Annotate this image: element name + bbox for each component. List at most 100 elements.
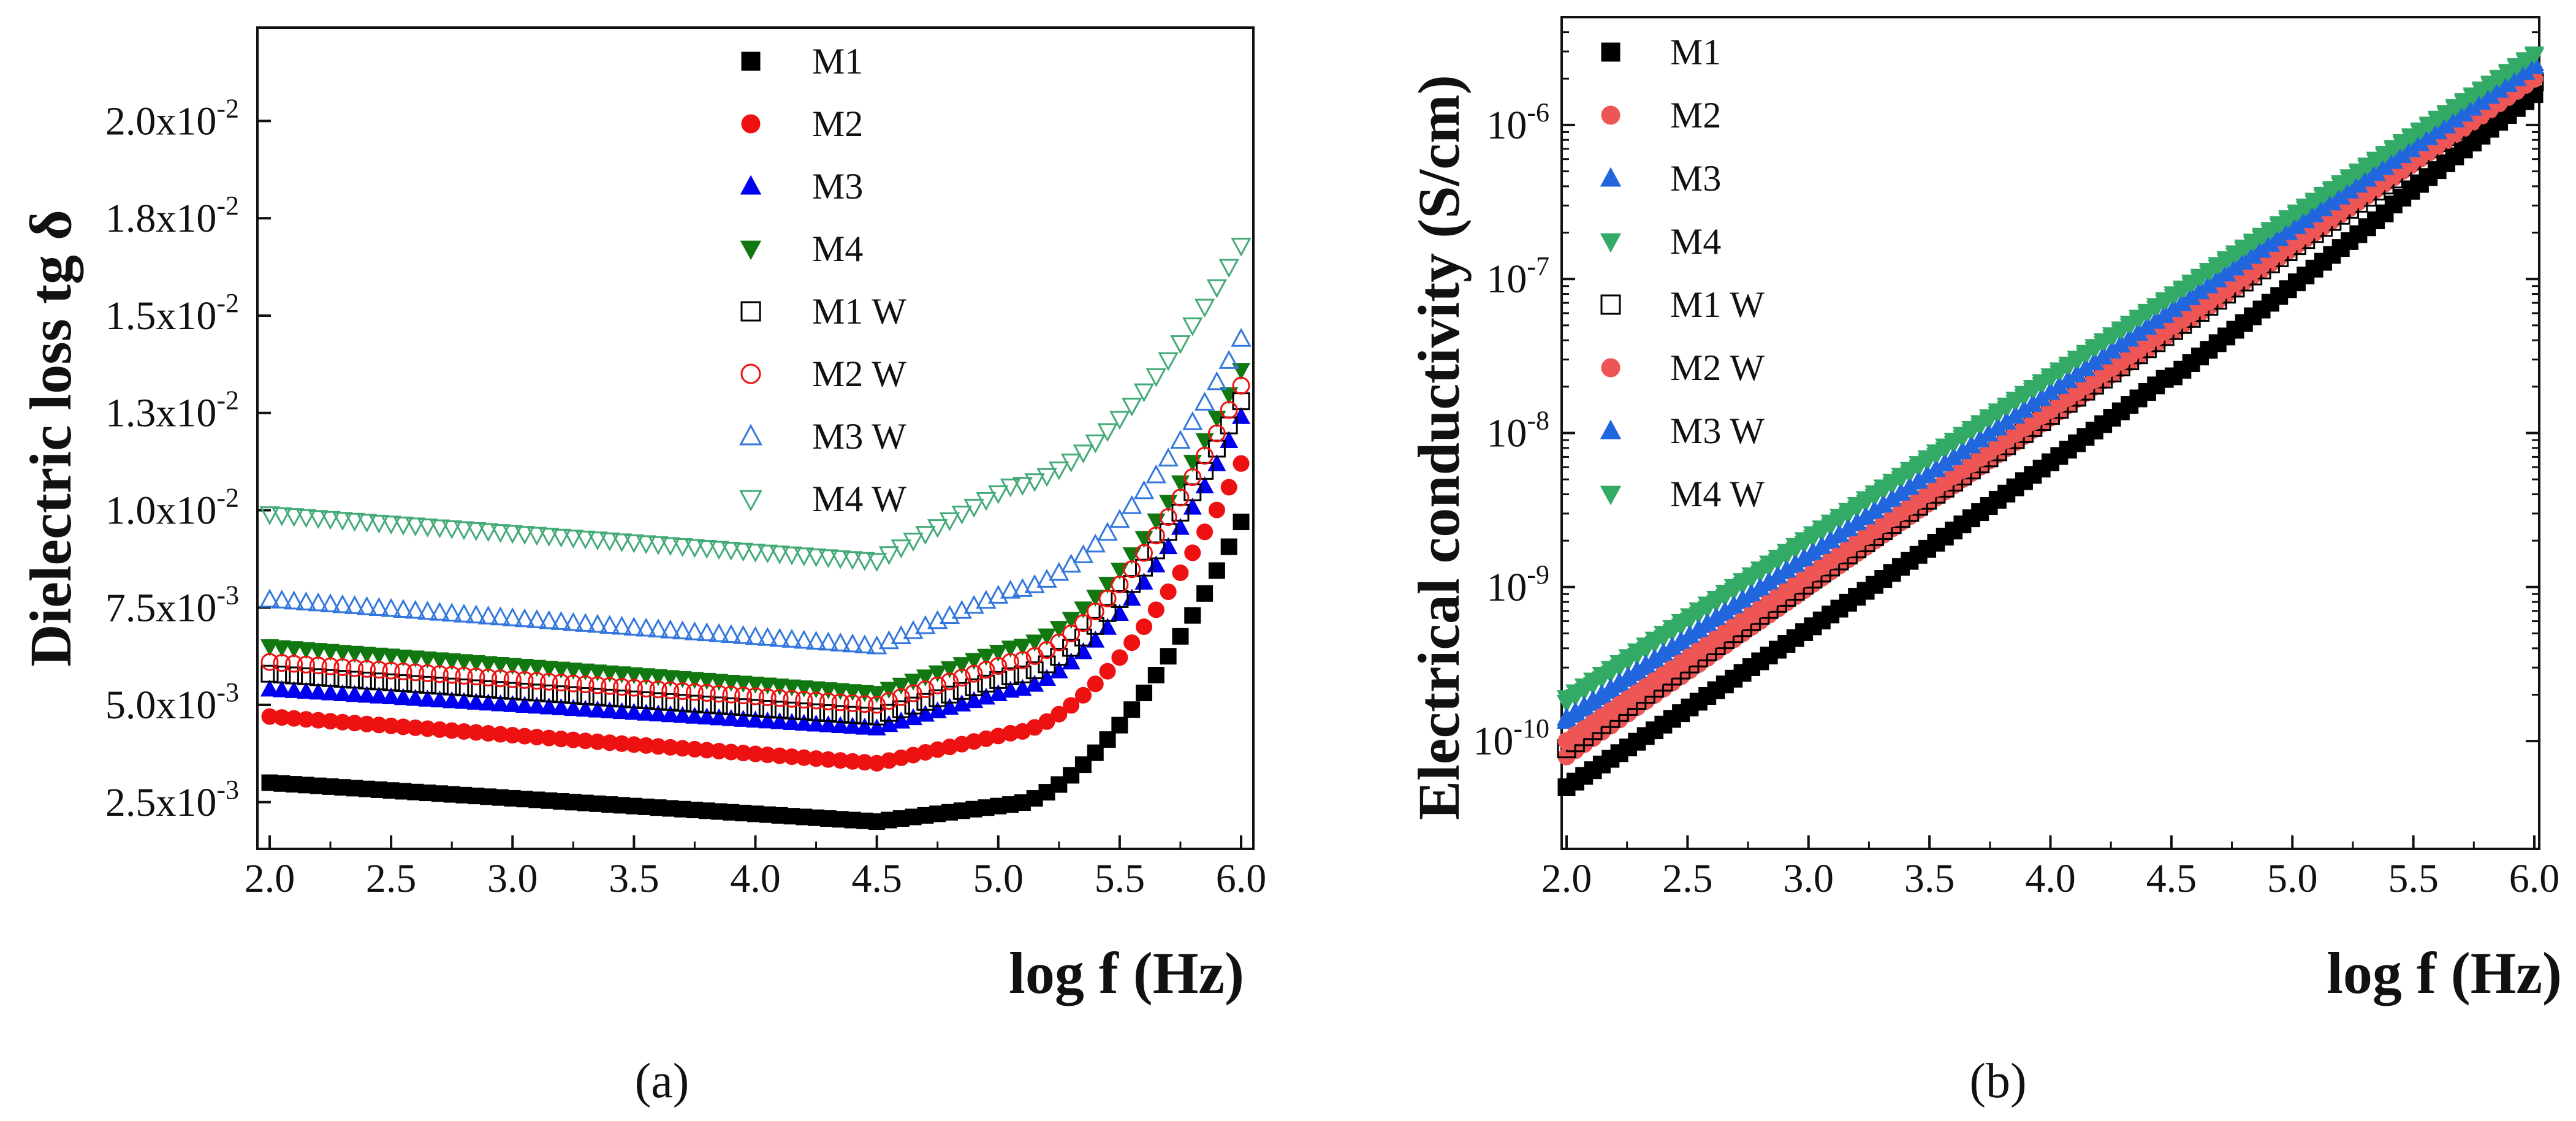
data-point bbox=[661, 670, 680, 688]
data-point bbox=[503, 695, 522, 712]
data-series-b bbox=[1556, 46, 2545, 796]
x-tick-label-b: 3.5 bbox=[1904, 856, 1955, 901]
data-point bbox=[734, 675, 753, 693]
data-point bbox=[344, 595, 365, 614]
legend-label: M4 W bbox=[1670, 474, 1765, 514]
data-point bbox=[867, 686, 886, 703]
legend-label: M1 bbox=[1670, 32, 1721, 72]
data-point bbox=[613, 678, 631, 696]
data-point bbox=[976, 590, 997, 609]
legend-label: M4 bbox=[1670, 221, 1721, 262]
data-point bbox=[1123, 701, 1141, 718]
data-point bbox=[1208, 501, 1225, 519]
legend-label: M1 W bbox=[1670, 284, 1765, 325]
series-m3-w bbox=[1556, 56, 2545, 726]
panel-label-a: (a) bbox=[635, 1054, 690, 1108]
data-point bbox=[576, 699, 595, 717]
data-point bbox=[769, 628, 790, 647]
y-tick-label-b: 10-9 bbox=[1486, 560, 1549, 610]
data-point bbox=[333, 684, 352, 701]
data-point bbox=[734, 698, 753, 716]
data-point bbox=[1111, 576, 1129, 594]
data-point bbox=[1196, 523, 1214, 541]
data-point bbox=[309, 668, 327, 686]
legend-label: M4 W bbox=[812, 479, 906, 519]
data-point bbox=[625, 678, 643, 697]
data-point bbox=[321, 644, 340, 661]
data-point bbox=[1159, 523, 1177, 541]
data-point bbox=[1024, 473, 1045, 493]
data-point bbox=[661, 681, 680, 699]
data-point bbox=[637, 704, 656, 721]
y-tick-label-a: 1.0x10-2 bbox=[105, 482, 239, 533]
legend-label: M2 bbox=[812, 104, 863, 144]
data-point bbox=[308, 510, 329, 530]
data-point bbox=[477, 605, 499, 625]
data-point bbox=[819, 682, 838, 699]
legend-label: M1 bbox=[812, 41, 863, 82]
data-point bbox=[648, 618, 669, 638]
data-point bbox=[1160, 583, 1177, 601]
data-point bbox=[563, 530, 584, 549]
data-point bbox=[576, 687, 595, 705]
data-point bbox=[418, 651, 437, 669]
data-point bbox=[346, 659, 364, 677]
data-point bbox=[454, 521, 474, 541]
data-point bbox=[660, 619, 681, 639]
data-point bbox=[746, 710, 765, 728]
legend-marker bbox=[740, 175, 762, 195]
y-tick-label-b: 10-8 bbox=[1486, 406, 1549, 456]
data-point bbox=[732, 625, 754, 644]
data-point bbox=[406, 675, 425, 693]
data-point bbox=[1060, 553, 1082, 573]
data-point bbox=[625, 690, 643, 709]
data-point bbox=[406, 688, 425, 706]
legend-marker bbox=[1600, 419, 1622, 439]
data-point bbox=[1123, 634, 1141, 652]
data-point bbox=[1182, 317, 1203, 336]
data-point bbox=[1109, 509, 1130, 528]
series-m2-w bbox=[260, 376, 1250, 714]
data-point bbox=[1170, 335, 1191, 354]
data-point bbox=[393, 516, 414, 536]
data-point bbox=[878, 546, 900, 566]
data-point bbox=[295, 509, 317, 528]
data-point bbox=[479, 680, 498, 698]
data-point bbox=[370, 661, 388, 679]
series-m3 bbox=[260, 407, 1251, 735]
data-point bbox=[794, 547, 815, 566]
data-point bbox=[538, 528, 560, 547]
data-point bbox=[830, 550, 851, 569]
data-point bbox=[309, 656, 327, 675]
data-point bbox=[648, 704, 668, 721]
data-point bbox=[1013, 639, 1032, 656]
data-point bbox=[564, 663, 583, 680]
data-point bbox=[295, 591, 317, 610]
data-point bbox=[332, 594, 353, 614]
data-point bbox=[394, 674, 412, 693]
data-point bbox=[831, 716, 850, 734]
data-point bbox=[260, 679, 279, 697]
data-point bbox=[722, 697, 740, 715]
data-point bbox=[807, 703, 826, 721]
data-point bbox=[503, 682, 522, 700]
data-point bbox=[1111, 716, 1128, 734]
data-point bbox=[297, 655, 315, 674]
data-point bbox=[1099, 663, 1116, 680]
legend-marker bbox=[1600, 233, 1622, 253]
data-point bbox=[697, 683, 716, 702]
data-point bbox=[443, 691, 462, 709]
legend-marker bbox=[739, 490, 762, 512]
data-point bbox=[382, 661, 400, 680]
data-point bbox=[1147, 667, 1165, 684]
legend-label: M4 bbox=[812, 229, 863, 269]
data-point bbox=[1233, 514, 1250, 531]
y-axis-title-b: Electrical conductivity (S/cm) bbox=[1406, 75, 1472, 820]
data-point bbox=[1121, 495, 1142, 514]
data-point bbox=[989, 657, 1008, 675]
data-point bbox=[734, 710, 753, 727]
data-point bbox=[757, 544, 778, 564]
data-point bbox=[563, 612, 584, 631]
data-point bbox=[490, 606, 511, 626]
